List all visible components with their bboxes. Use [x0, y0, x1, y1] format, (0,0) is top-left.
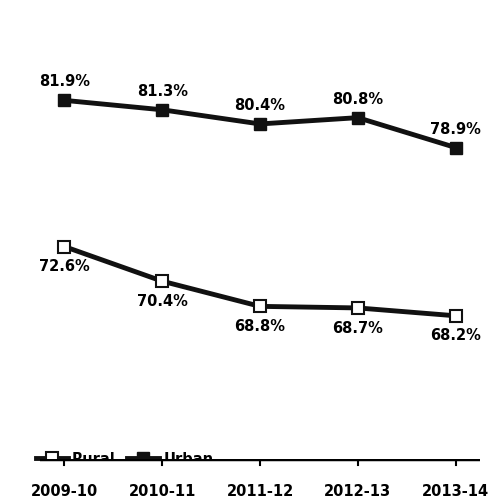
- Text: 81.9%: 81.9%: [39, 75, 90, 89]
- Text: 68.7%: 68.7%: [332, 321, 383, 336]
- Text: 80.4%: 80.4%: [234, 98, 286, 113]
- Text: 72.6%: 72.6%: [39, 259, 90, 274]
- Text: 68.8%: 68.8%: [234, 319, 286, 334]
- Text: 68.2%: 68.2%: [430, 329, 481, 343]
- Text: 81.3%: 81.3%: [136, 84, 188, 99]
- Text: 70.4%: 70.4%: [137, 294, 188, 309]
- Legend: Rural, Urban: Rural, Urban: [30, 446, 220, 473]
- Text: 80.8%: 80.8%: [332, 92, 384, 107]
- Text: 78.9%: 78.9%: [430, 121, 481, 137]
